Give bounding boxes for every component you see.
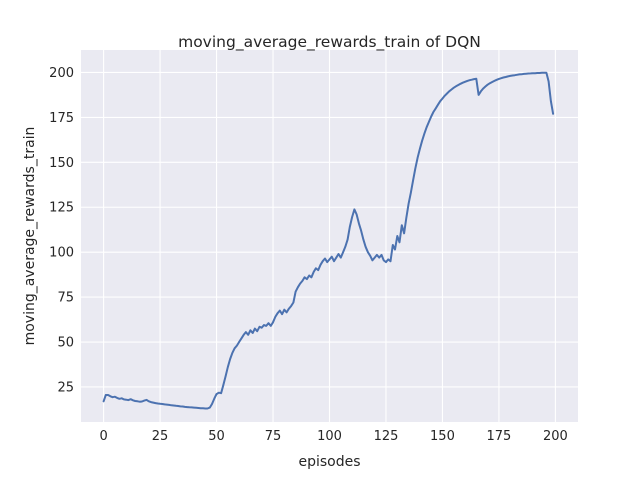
y-tick-label: 200 [49,66,74,81]
x-tick-label: 175 [487,429,512,444]
y-tick-label: 175 [49,111,74,126]
x-tick-label: 0 [99,429,107,444]
series-group [102,71,555,410]
x-tick-label: 125 [374,429,399,444]
y-tick-label: 75 [57,291,74,306]
y-tick-label: 25 [57,380,74,395]
x-tick-label: 75 [265,429,282,444]
chart-title: moving_average_rewards_train of DQN [178,33,481,52]
y-tick-label: 50 [57,336,74,351]
x-axis-label: episodes [298,454,360,470]
gridlines [81,50,578,422]
dqn-series-line [102,71,555,410]
x-tick-labels: 0 25 50 75 100 125 150 175 200 [99,429,567,444]
y-axis-label: moving_average_rewards_train [22,127,38,346]
x-tick-label: 100 [317,429,342,444]
y-tick-label: 125 [49,201,74,216]
x-tick-label: 200 [543,429,568,444]
x-tick-label: 50 [208,429,225,444]
y-tick-label: 100 [49,246,74,261]
y-tick-labels: 25 50 75 100 125 150 175 200 [49,66,74,395]
y-tick-label: 150 [49,156,74,171]
x-tick-label: 25 [152,429,169,444]
x-tick-label: 150 [430,429,455,444]
